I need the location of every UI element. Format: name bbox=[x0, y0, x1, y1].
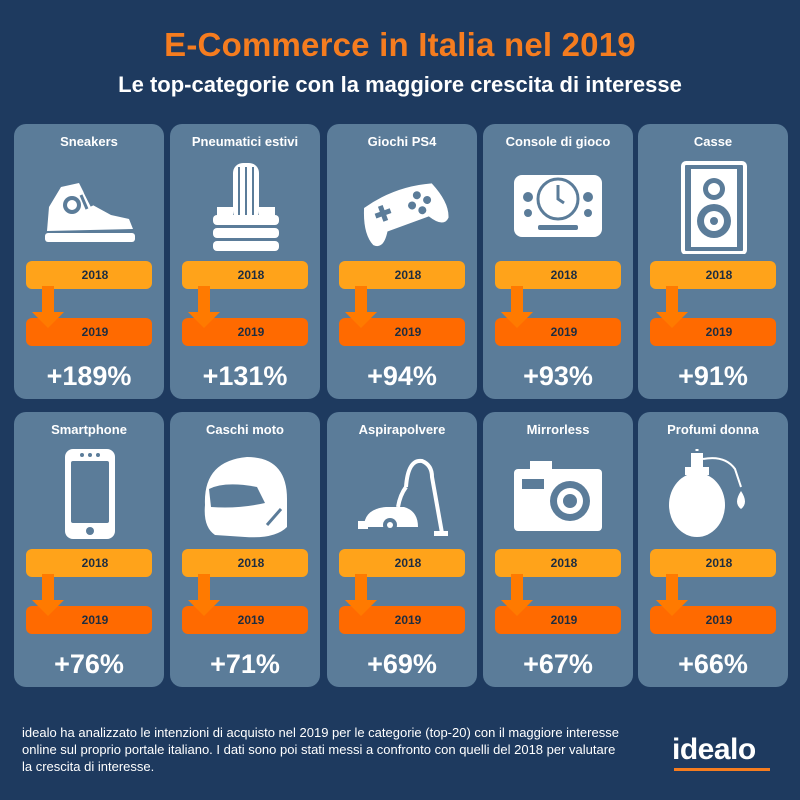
sneaker-icon bbox=[39, 159, 139, 254]
growth-value: +93% bbox=[523, 361, 593, 391]
year-label-2019: 2019 bbox=[705, 325, 733, 339]
category-label: Giochi PS4 bbox=[367, 134, 437, 149]
year-label-2019: 2019 bbox=[237, 613, 265, 627]
category-label: Sneakers bbox=[60, 134, 118, 149]
bar-2018: 2018 bbox=[339, 261, 465, 289]
growth-value: +131% bbox=[202, 361, 288, 391]
growth-value: +76% bbox=[54, 649, 124, 679]
category-label: Smartphone bbox=[51, 422, 127, 437]
growth-value: +94% bbox=[367, 361, 437, 391]
idealo-logo: idealo bbox=[672, 733, 756, 766]
category-card: Sneakers 2018 2019 +189% bbox=[14, 124, 164, 399]
category-card: Console di gioco 2018 2019 +93% bbox=[483, 124, 633, 399]
down-arrow-icon bbox=[30, 574, 66, 616]
growth-value: +66% bbox=[678, 649, 748, 679]
down-arrow-icon bbox=[499, 574, 535, 616]
tire-icon bbox=[195, 159, 295, 254]
growth-value: +91% bbox=[678, 361, 748, 391]
year-label-2019: 2019 bbox=[394, 613, 422, 627]
category-label: Profumi donna bbox=[667, 422, 759, 437]
bar-2019: 2019 bbox=[182, 318, 308, 346]
year-label-2018: 2018 bbox=[705, 556, 733, 570]
perfume-icon bbox=[663, 447, 763, 542]
category-label: Mirrorless bbox=[526, 422, 590, 437]
down-arrow-icon bbox=[30, 286, 66, 328]
year-label-2018: 2018 bbox=[237, 556, 265, 570]
category-card: Casse 2018 2019 +91% bbox=[638, 124, 788, 399]
year-label-2018: 2018 bbox=[81, 556, 109, 570]
year-label-2018: 2018 bbox=[550, 268, 578, 282]
year-label-2019: 2019 bbox=[81, 613, 109, 627]
year-label-2018: 2018 bbox=[394, 268, 422, 282]
logo-underline bbox=[674, 768, 770, 771]
category-label: Casse bbox=[693, 134, 733, 149]
vacuum-icon bbox=[352, 447, 452, 542]
category-label: Aspirapolvere bbox=[358, 422, 446, 437]
down-arrow-icon bbox=[343, 574, 379, 616]
category-card: Mirrorless 2018 2019 +67% bbox=[483, 412, 633, 687]
growth-value: +189% bbox=[46, 361, 132, 391]
bar-2018: 2018 bbox=[650, 549, 776, 577]
bar-2018: 2018 bbox=[650, 261, 776, 289]
category-card: Pneumatici estivi 2018 2019 +131% bbox=[170, 124, 320, 399]
down-arrow-icon bbox=[654, 574, 690, 616]
category-grid: Sneakers 2018 2019 +189% Pneumatici estivi 20… bbox=[14, 124, 788, 694]
category-card: Giochi PS4 2018 2019 +94% bbox=[327, 124, 477, 399]
year-label-2019: 2019 bbox=[705, 613, 733, 627]
bar-2018: 2018 bbox=[182, 549, 308, 577]
year-label-2018: 2018 bbox=[550, 556, 578, 570]
year-label-2019: 2019 bbox=[550, 325, 578, 339]
year-label-2019: 2019 bbox=[550, 613, 578, 627]
footer-note: idealo ha analizzato le intenzioni di ac… bbox=[22, 725, 619, 774]
category-card: Profumi donna 2018 2019 +66% bbox=[638, 412, 788, 687]
category-label: Console di gioco bbox=[505, 134, 611, 149]
year-label-2018: 2018 bbox=[705, 268, 733, 282]
helmet-icon bbox=[195, 447, 295, 542]
category-label: Caschi moto bbox=[205, 422, 284, 437]
growth-value: +71% bbox=[210, 649, 280, 679]
growth-value: +67% bbox=[523, 649, 593, 679]
year-label-2018: 2018 bbox=[394, 556, 422, 570]
speaker-icon bbox=[663, 159, 763, 254]
gamepad-icon bbox=[352, 159, 452, 254]
bar-2018: 2018 bbox=[182, 261, 308, 289]
category-card: Smartphone 2018 2019 +76% bbox=[14, 412, 164, 687]
down-arrow-icon bbox=[343, 286, 379, 328]
year-label-2019: 2019 bbox=[81, 325, 109, 339]
smartphone-icon bbox=[39, 447, 139, 542]
category-card: Aspirapolvere 2018 2019 +69% bbox=[327, 412, 477, 687]
down-arrow-icon bbox=[186, 574, 222, 616]
bar-2018: 2018 bbox=[339, 549, 465, 577]
category-label: Pneumatici estivi bbox=[191, 134, 299, 149]
down-arrow-icon bbox=[499, 286, 535, 328]
page-title: E-Commerce in Italia nel 2019 bbox=[164, 26, 636, 63]
bar-2018: 2018 bbox=[26, 261, 152, 289]
camera-icon bbox=[508, 447, 608, 542]
year-label-2019: 2019 bbox=[237, 325, 265, 339]
year-label-2019: 2019 bbox=[394, 325, 422, 339]
bar-2018: 2018 bbox=[495, 261, 621, 289]
category-card: Caschi moto 2018 2019 +71% bbox=[170, 412, 320, 687]
year-label-2018: 2018 bbox=[237, 268, 265, 282]
year-label-2018: 2018 bbox=[81, 268, 109, 282]
growth-value: +69% bbox=[367, 649, 437, 679]
down-arrow-icon bbox=[186, 286, 222, 328]
bar-2018: 2018 bbox=[495, 549, 621, 577]
console-icon bbox=[508, 159, 608, 254]
bar-2018: 2018 bbox=[26, 549, 152, 577]
page-subtitle: Le top-categorie con la maggiore crescit… bbox=[118, 72, 682, 97]
down-arrow-icon bbox=[654, 286, 690, 328]
